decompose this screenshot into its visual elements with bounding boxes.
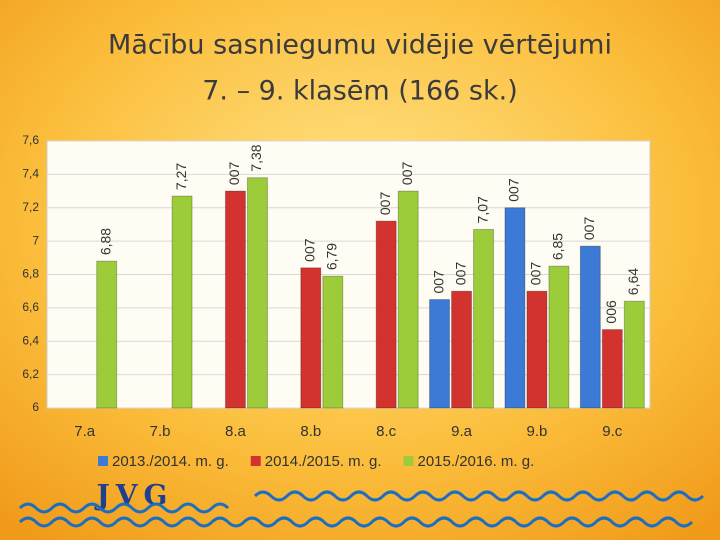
x-tick-label: 7.a	[74, 423, 96, 440]
bar	[224, 190, 246, 409]
legend-swatch	[403, 456, 414, 466]
y-tick-label: 7,2	[22, 200, 39, 214]
value-label: 6,88	[97, 228, 113, 255]
chart-title: Mācību sasniegumu vidējie vērtējumi	[108, 30, 612, 61]
bar	[397, 190, 419, 409]
y-tick-label: 6,8	[22, 267, 39, 281]
value-label: 007	[528, 262, 544, 286]
value-label: 007	[302, 238, 318, 262]
x-tick-label: 9.c	[602, 423, 623, 440]
bar	[526, 290, 548, 409]
value-label: 6,85	[550, 233, 566, 260]
bar	[429, 299, 451, 409]
value-label: 7,27	[173, 163, 189, 190]
legend-swatch	[98, 456, 108, 466]
legend-label: 2013./2014. m. g.	[112, 453, 229, 470]
y-tick-label: 6,4	[22, 333, 39, 347]
legend-label: 2014./2015. m. g.	[265, 453, 382, 470]
y-tick-label: 7,6	[22, 133, 39, 147]
bar	[504, 207, 526, 409]
x-tick-label: 8.b	[300, 423, 321, 440]
x-tick-label: 9.b	[527, 423, 548, 440]
bar	[601, 329, 623, 409]
legend-label: 2015./2016. m. g.	[418, 453, 535, 470]
legend-swatch	[250, 456, 261, 466]
wave	[18, 502, 230, 514]
value-label: 007	[226, 161, 242, 185]
y-tick-label: 6,6	[22, 300, 39, 314]
value-label: 007	[399, 161, 415, 185]
bar	[322, 275, 344, 409]
x-tick-label: 9.a	[451, 423, 473, 440]
value-label: 007	[430, 270, 446, 294]
y-tick-label: 7	[32, 233, 39, 247]
y-tick-label: 6,2	[22, 367, 39, 381]
wave	[18, 516, 694, 528]
value-label: 6,64	[625, 268, 641, 295]
bar	[171, 195, 193, 409]
bar	[96, 260, 118, 409]
y-tick-label: 7,4	[22, 167, 39, 181]
value-label: 6,79	[324, 243, 340, 270]
bar	[579, 245, 601, 409]
bar	[451, 290, 473, 409]
value-label: 7,07	[474, 196, 490, 223]
bar	[623, 300, 645, 409]
bar	[246, 177, 268, 409]
bar	[300, 267, 322, 409]
x-tick-label: 8.c	[376, 423, 397, 440]
value-label: 007	[581, 217, 597, 241]
value-label: 007	[452, 262, 468, 286]
bar	[548, 265, 570, 409]
x-tick-label: 7.b	[150, 423, 171, 440]
value-label: 007	[377, 192, 393, 216]
value-label: 006	[603, 300, 619, 324]
y-tick-label: 6	[32, 400, 39, 414]
x-tick-label: 8.a	[225, 423, 247, 440]
chart-subtitle: 7. – 9. klasēm (166 sk.)	[202, 76, 517, 107]
value-label: 7,38	[248, 144, 264, 171]
value-label: 007	[506, 178, 522, 202]
bar	[473, 228, 495, 409]
bar	[375, 220, 397, 409]
wave	[253, 490, 705, 502]
